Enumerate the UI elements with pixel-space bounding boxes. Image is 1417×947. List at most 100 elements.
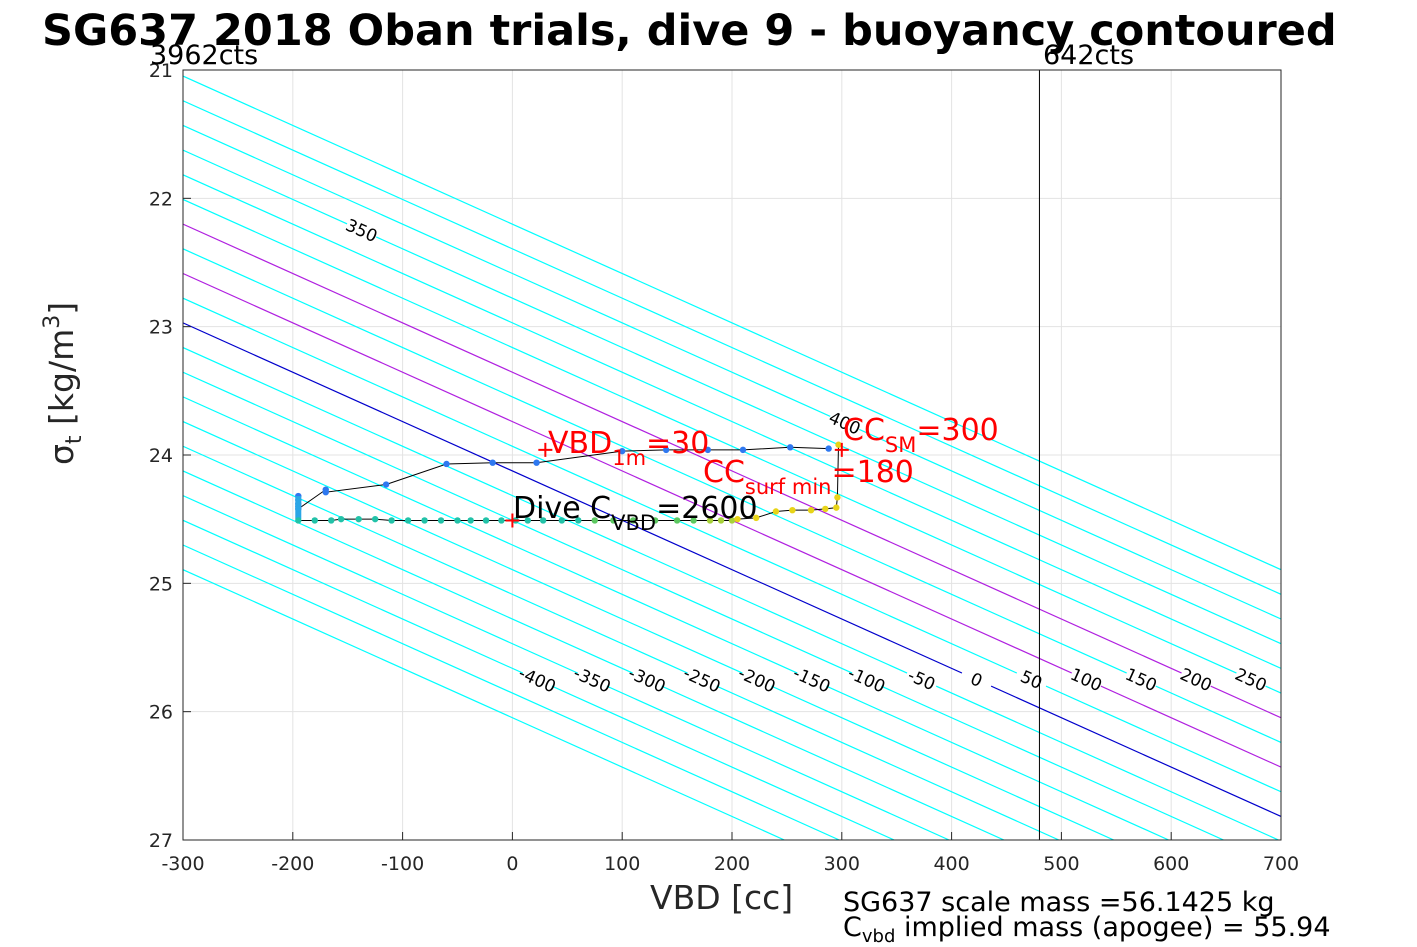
annotation-cc-surf-min: CCsurf min=180 [703,455,914,499]
contour-line [183,396,1169,840]
x-tick-label: 0 [506,853,518,875]
descent-point [704,446,712,454]
ascent-point [651,517,659,524]
ascent-point [575,517,582,524]
y-tick-label: 27 [149,830,173,852]
x-tick-label: -200 [271,853,314,875]
ascent-point [388,517,395,524]
contour-label-bg [958,664,995,695]
ascent-point [706,517,714,524]
contour-label-bg [573,664,611,695]
contour-label-bg [793,664,831,695]
ascent-point [311,517,318,524]
chart-title: SG637 2018 Oban trials, dive 9 - buoyanc… [42,6,1337,56]
contour-line [183,223,1281,719]
x-tick-label: 400 [933,853,969,875]
ascent-point [437,517,445,524]
x-tick-label: 200 [714,853,750,875]
contour-label-bg [738,664,776,695]
descent-point [533,459,540,466]
contour-line [183,322,1281,818]
ascent-point [454,517,461,524]
marker-plus [834,442,849,457]
annotation-cc-sm: CCSM=300 [843,413,999,457]
y-tick-label: 21 [149,60,173,82]
y-tick-label: 23 [149,317,173,339]
contour-line [183,124,1281,620]
contour-line [183,297,1281,793]
x-tick-label: -300 [161,853,204,875]
ascent-point [467,517,474,524]
x-tick-label: 100 [604,853,640,875]
ascent-point [404,517,412,524]
surface-point [807,506,815,514]
annotation-vbd-1m: VBD1m=30 [548,426,710,470]
contour-label-bg [1068,664,1105,695]
descent-point [489,459,496,466]
ascent-point [355,515,362,523]
surface-point [789,506,796,514]
contour-line [183,198,1281,694]
contour-line [183,346,1279,840]
contour-label-bg [903,664,940,695]
y-tick-label: 24 [149,445,173,467]
ascent-point [690,517,697,524]
contour-line [183,149,1281,645]
annotation-dive-c-vbd: Dive CVBD=2600 [513,491,758,535]
surface-point [772,508,780,515]
x-tick-label: 300 [824,853,860,875]
surface-point [835,441,842,448]
contour-line [183,544,840,840]
descent-point [443,460,450,468]
ascent-point [610,517,617,524]
ascent-point [591,517,598,524]
ascent-point [328,517,335,524]
footer-implied-mass: Cvbd implied mass (apogee) = 55.94 [843,912,1331,947]
contour-label-bg [1013,664,1050,695]
ascent-point [673,517,681,524]
descent-point [382,481,390,488]
ascent-point [337,515,345,523]
ascent-point [558,517,566,524]
contour-label-bg [1232,664,1270,695]
y-tick-label: 25 [149,573,173,595]
y-axis-label: σt [kg/m3] [40,301,87,465]
contour-line [183,371,1224,840]
x-tick-label: 700 [1263,853,1299,875]
ascent-point [717,517,725,524]
contour-line [183,75,1281,571]
cts-right-label: 642cts [1043,40,1135,71]
descent-point [322,489,329,496]
contour-line [183,272,1281,768]
x-tick-label: -100 [381,853,424,875]
contour-label-bg [826,408,864,438]
surface-point [834,494,841,501]
ascent-point [421,517,428,524]
contour-line [183,519,895,840]
ascent-point [539,517,547,524]
ascent-point [728,517,736,524]
contour-label-bg [343,215,380,246]
surface-point [734,515,741,523]
marker-plus [538,442,553,457]
descent-cluster [295,496,302,520]
descent-point [825,445,832,452]
y-tick-label: 26 [149,702,173,724]
ascent-point [371,515,379,523]
y-tick-label: 22 [149,188,173,210]
contour-label-bg [628,664,666,695]
surface-point [752,514,760,522]
x-tick-label: 500 [1043,853,1079,875]
descent-point [662,446,670,454]
contour-label-bg [1122,664,1160,695]
ascent-point [498,517,505,524]
contour-label-bg [683,664,721,695]
surface-point [822,505,829,513]
contour-line [183,248,1281,744]
descent-point [619,447,626,455]
ascent-point [482,517,490,524]
ascent-point [629,517,637,524]
descent-point [739,446,747,454]
contour-line [183,494,950,840]
